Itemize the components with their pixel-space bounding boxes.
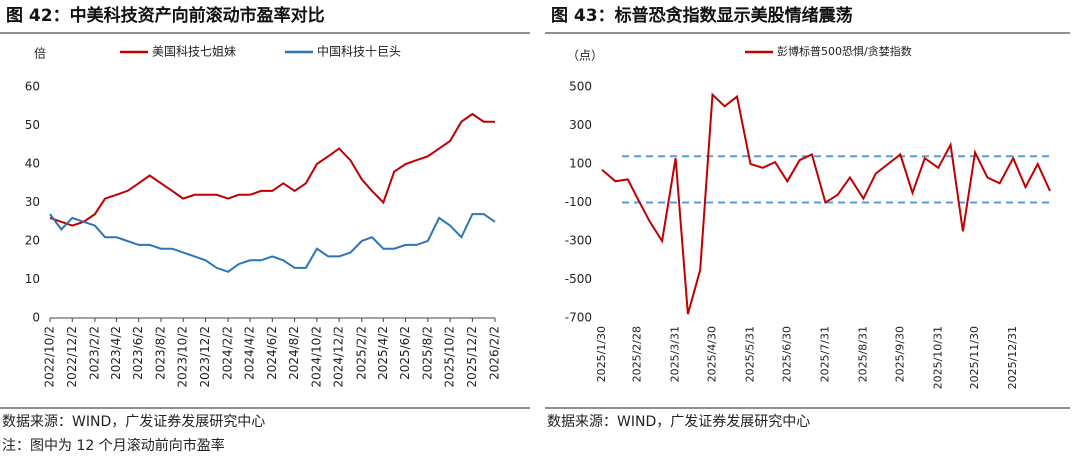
legend-label: 彭博标普500恐惧/贪婪指数 bbox=[777, 44, 912, 58]
y-tick-label: 0 bbox=[32, 311, 40, 325]
y-tick-label: 10 bbox=[25, 272, 40, 286]
chart-title: 图 43：标普恐贪指数显示美股情绪震荡 bbox=[551, 5, 853, 26]
x-tick-label: 2024/10/2 bbox=[309, 326, 323, 388]
x-tick-label: 2023/2/2 bbox=[87, 326, 101, 380]
x-tick-label: 2025/10/31 bbox=[931, 326, 944, 389]
y-tick-label: 50 bbox=[25, 118, 40, 132]
x-tick-label: 2025/3/31 bbox=[669, 326, 682, 382]
y-tick-label: -700 bbox=[565, 311, 592, 325]
footnote: 注：图中为 12 个月滚动前向市盈率 bbox=[2, 437, 225, 454]
legend-label: 中国科技十巨头 bbox=[317, 44, 401, 59]
x-tick-label: 2025/12/31 bbox=[1006, 326, 1019, 389]
x-tick-label: 2022/12/2 bbox=[65, 326, 79, 388]
source-note: 数据来源：WIND，广发证券发展研究中心 bbox=[2, 414, 265, 430]
source-note: 数据来源：WIND，广发证券发展研究中心 bbox=[547, 414, 810, 430]
x-tick-label: 2022/10/2 bbox=[43, 326, 57, 388]
x-tick-label: 2025/8/31 bbox=[856, 326, 869, 382]
x-tick-label: 2025/11/30 bbox=[968, 326, 981, 389]
x-tick-label: 2025/2/2 bbox=[354, 326, 368, 380]
x-tick-label: 2023/10/2 bbox=[176, 326, 190, 388]
y-tick-label: 40 bbox=[25, 157, 40, 171]
x-tick-label: 2023/4/2 bbox=[109, 326, 123, 380]
x-tick-label: 2026/2/2 bbox=[488, 326, 502, 380]
x-tick-label: 2024/2/2 bbox=[221, 326, 235, 380]
y-axis-label: （点） bbox=[567, 49, 603, 63]
y-tick-label: -100 bbox=[565, 195, 592, 209]
x-tick-label: 2025/2/28 bbox=[631, 326, 644, 382]
x-tick-label: 2023/8/2 bbox=[153, 326, 167, 380]
x-tick-label: 2023/12/2 bbox=[198, 326, 212, 388]
x-tick-label: 2025/4/2 bbox=[376, 326, 390, 380]
x-tick-label: 2024/12/2 bbox=[332, 326, 346, 388]
chart-title: 图 42：中美科技资产向前滚动市盈率对比 bbox=[6, 5, 325, 26]
x-tick-label: 2025/6/30 bbox=[780, 326, 793, 382]
x-tick-label: 2024/4/2 bbox=[243, 326, 257, 380]
y-tick-label: 20 bbox=[25, 234, 40, 248]
series-line bbox=[49, 213, 496, 273]
x-tick-label: 2025/7/31 bbox=[818, 326, 831, 382]
x-tick-label: 2025/12/2 bbox=[465, 326, 479, 388]
x-tick-label: 2025/5/31 bbox=[744, 326, 757, 382]
x-tick-label: 2025/10/2 bbox=[443, 326, 457, 388]
y-tick-label: -300 bbox=[565, 234, 592, 248]
x-tick-label: 2025/4/30 bbox=[705, 326, 718, 382]
x-tick-label: 2025/8/2 bbox=[420, 326, 434, 380]
y-tick-label: 300 bbox=[569, 118, 592, 132]
series-line bbox=[601, 92, 1051, 315]
series-line bbox=[49, 112, 495, 227]
x-tick-label: 2023/6/2 bbox=[131, 326, 145, 380]
x-tick-label: 2025/1/30 bbox=[595, 326, 608, 382]
x-tick-label: 2025/6/2 bbox=[398, 326, 412, 380]
y-tick-label: -500 bbox=[565, 272, 592, 286]
y-tick-label: 500 bbox=[569, 80, 592, 94]
x-tick-label: 2025/9/30 bbox=[893, 326, 906, 382]
y-tick-label: 30 bbox=[25, 195, 40, 209]
y-tick-label: 100 bbox=[569, 157, 592, 171]
x-tick-label: 2024/6/2 bbox=[265, 326, 279, 380]
y-axis-label: 倍 bbox=[34, 46, 46, 61]
legend-label: 美国科技七姐妹 bbox=[152, 45, 236, 59]
y-tick-label: 60 bbox=[25, 80, 40, 94]
x-tick-label: 2024/8/2 bbox=[287, 326, 301, 380]
